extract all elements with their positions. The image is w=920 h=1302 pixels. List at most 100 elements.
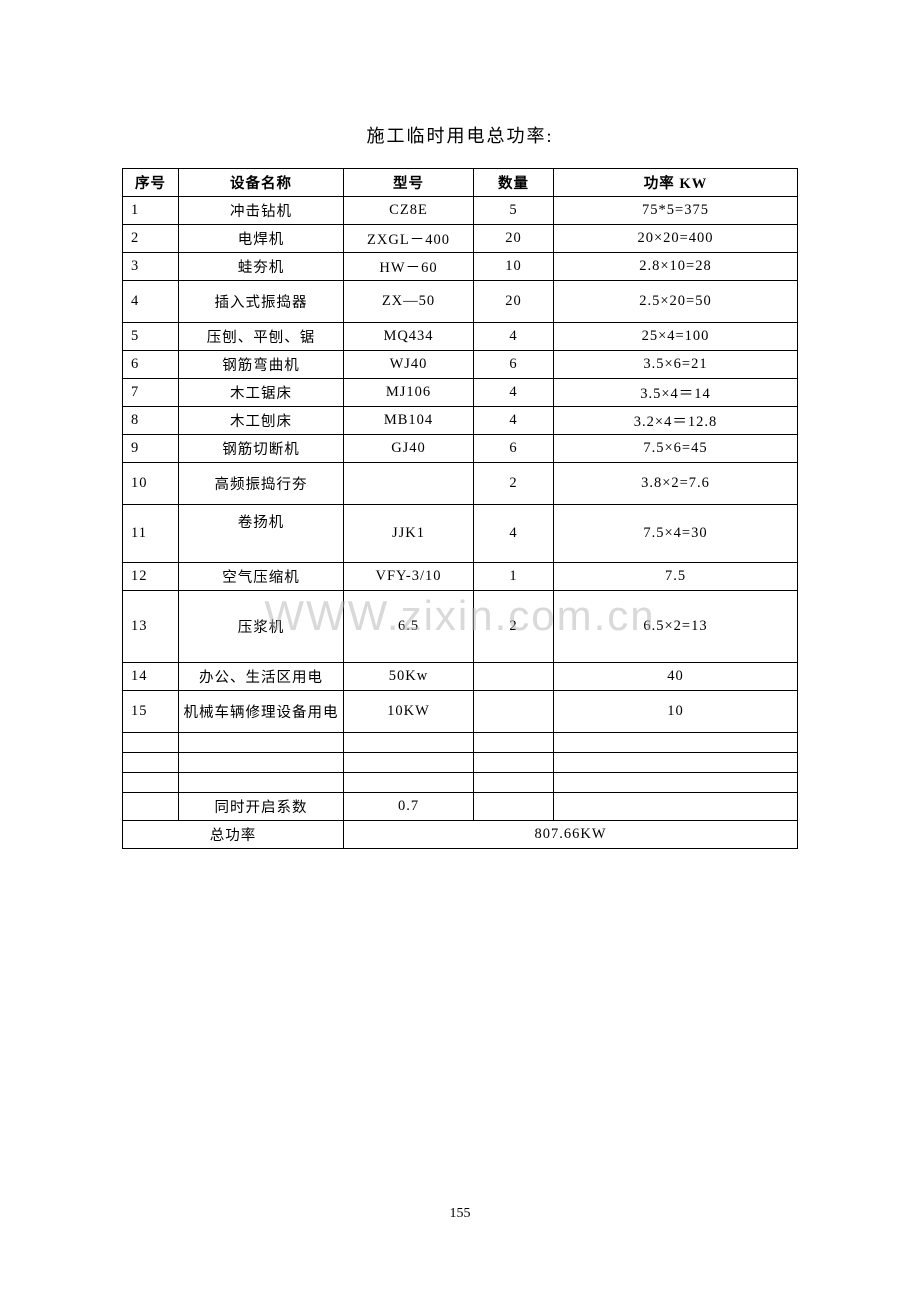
cell-model: CZ8E (344, 197, 474, 225)
cell-empty (474, 793, 554, 821)
page-number: 155 (0, 1206, 920, 1222)
table-row-empty (123, 733, 798, 753)
cell-power: 10 (554, 691, 798, 733)
cell-empty (344, 733, 474, 753)
header-name: 设备名称 (179, 169, 344, 197)
cell-seq: 11 (123, 505, 179, 563)
cell-seq: 13 (123, 591, 179, 663)
table-row: 1冲击钻机CZ8E575*5=375 (123, 197, 798, 225)
header-model: 型号 (344, 169, 474, 197)
cell-empty (344, 773, 474, 793)
table-row: 9钢筋切断机GJ4067.5×6=45 (123, 435, 798, 463)
table-row: 15机械车辆修理设备用电10KW 10 (123, 691, 798, 733)
table-row: 14办公、生活区用电50Kw40 (123, 663, 798, 691)
cell-empty (179, 733, 344, 753)
cell-model: VFY-3/10 (344, 563, 474, 591)
cell-name: 压浆机 (179, 591, 344, 663)
cell-name: 钢筋切断机 (179, 435, 344, 463)
cell-seq: 15 (123, 691, 179, 733)
cell-empty (123, 773, 179, 793)
cell-seq: 14 (123, 663, 179, 691)
cell-name: 办公、生活区用电 (179, 663, 344, 691)
cell-model: WJ40 (344, 351, 474, 379)
cell-seq: 2 (123, 225, 179, 253)
cell-qty: 10 (474, 253, 554, 281)
cell-power: 3.8×2=7.6 (554, 463, 798, 505)
table-row: 10高频振捣行夯23.8×2=7.6 (123, 463, 798, 505)
cell-qty: 2 (474, 591, 554, 663)
table-header-row: 序号 设备名称 型号 数量 功率 KW (123, 169, 798, 197)
cell-name: 木工刨床 (179, 407, 344, 435)
cell-name: 木工锯床 (179, 379, 344, 407)
cell-power: 7.5×4=30 (554, 505, 798, 563)
power-table: 序号 设备名称 型号 数量 功率 KW 1冲击钻机CZ8E575*5=3752电… (122, 168, 798, 849)
table-row-empty (123, 753, 798, 773)
cell-power: 20×20=400 (554, 225, 798, 253)
cell-power: 25×4=100 (554, 323, 798, 351)
cell-model: ZXGL－400 (344, 225, 474, 253)
cell-qty: 4 (474, 323, 554, 351)
cell-name: 电焊机 (179, 225, 344, 253)
cell-empty (179, 753, 344, 773)
table-row: 13压浆机6.526.5×2=13 (123, 591, 798, 663)
cell-empty (474, 753, 554, 773)
cell-qty: 20 (474, 225, 554, 253)
cell-model: HW－60 (344, 253, 474, 281)
cell-seq: 1 (123, 197, 179, 225)
cell-power: 6.5×2=13 (554, 591, 798, 663)
cell-empty (554, 773, 798, 793)
page-title: 施工临时用电总功率: (122, 122, 798, 148)
header-seq: 序号 (123, 169, 179, 197)
table-row: 6钢筋弯曲机WJ4063.5×6=21 (123, 351, 798, 379)
cell-empty (474, 773, 554, 793)
cell-name: 蛙夯机 (179, 253, 344, 281)
cell-empty (123, 753, 179, 773)
cell-power: 2.8×10=28 (554, 253, 798, 281)
cell-qty: 4 (474, 379, 554, 407)
table-row-coefficient: 同时开启系数0.7 (123, 793, 798, 821)
cell-qty: 6 (474, 435, 554, 463)
cell-power: 2.5×20=50 (554, 281, 798, 323)
header-qty: 数量 (474, 169, 554, 197)
cell-name: 机械车辆修理设备用电 (179, 691, 344, 733)
cell-empty (123, 733, 179, 753)
cell-seq: 4 (123, 281, 179, 323)
cell-qty: 5 (474, 197, 554, 225)
cell-power: 3.5×4＝14 (554, 379, 798, 407)
cell-empty (179, 773, 344, 793)
cell-power: 3.2×4＝12.8 (554, 407, 798, 435)
cell-empty (344, 753, 474, 773)
cell-qty (474, 663, 554, 691)
cell-qty: 1 (474, 563, 554, 591)
cell-model: MJ106 (344, 379, 474, 407)
cell-model: JJK1 (344, 505, 474, 563)
table-row: 2电焊机ZXGL－4002020×20=400 (123, 225, 798, 253)
cell-coef-value: 0.7 (344, 793, 474, 821)
cell-power: 3.5×6=21 (554, 351, 798, 379)
cell-model: MB104 (344, 407, 474, 435)
cell-name: 空气压缩机 (179, 563, 344, 591)
cell-qty: 2 (474, 463, 554, 505)
cell-qty: 4 (474, 407, 554, 435)
table-row: 5压刨、平刨、锯MQ434425×4=100 (123, 323, 798, 351)
cell-model (344, 463, 474, 505)
cell-qty: 20 (474, 281, 554, 323)
cell-qty (474, 691, 554, 733)
cell-seq: 8 (123, 407, 179, 435)
table-row: 11卷扬机JJK147.5×4=30 (123, 505, 798, 563)
cell-model: ZX—50 (344, 281, 474, 323)
cell-name: 压刨、平刨、锯 (179, 323, 344, 351)
cell-seq: 3 (123, 253, 179, 281)
cell-empty (554, 733, 798, 753)
cell-empty (554, 793, 798, 821)
cell-name: 冲击钻机 (179, 197, 344, 225)
cell-name: 高频振捣行夯 (179, 463, 344, 505)
table-row: 8木工刨床MB10443.2×4＝12.8 (123, 407, 798, 435)
cell-empty (123, 793, 179, 821)
cell-model: 10KW (344, 691, 474, 733)
table-row: 12空气压缩机VFY-3/1017.5 (123, 563, 798, 591)
cell-model: 50Kw (344, 663, 474, 691)
cell-seq: 7 (123, 379, 179, 407)
cell-empty (474, 733, 554, 753)
cell-name: 卷扬机 (179, 505, 344, 563)
